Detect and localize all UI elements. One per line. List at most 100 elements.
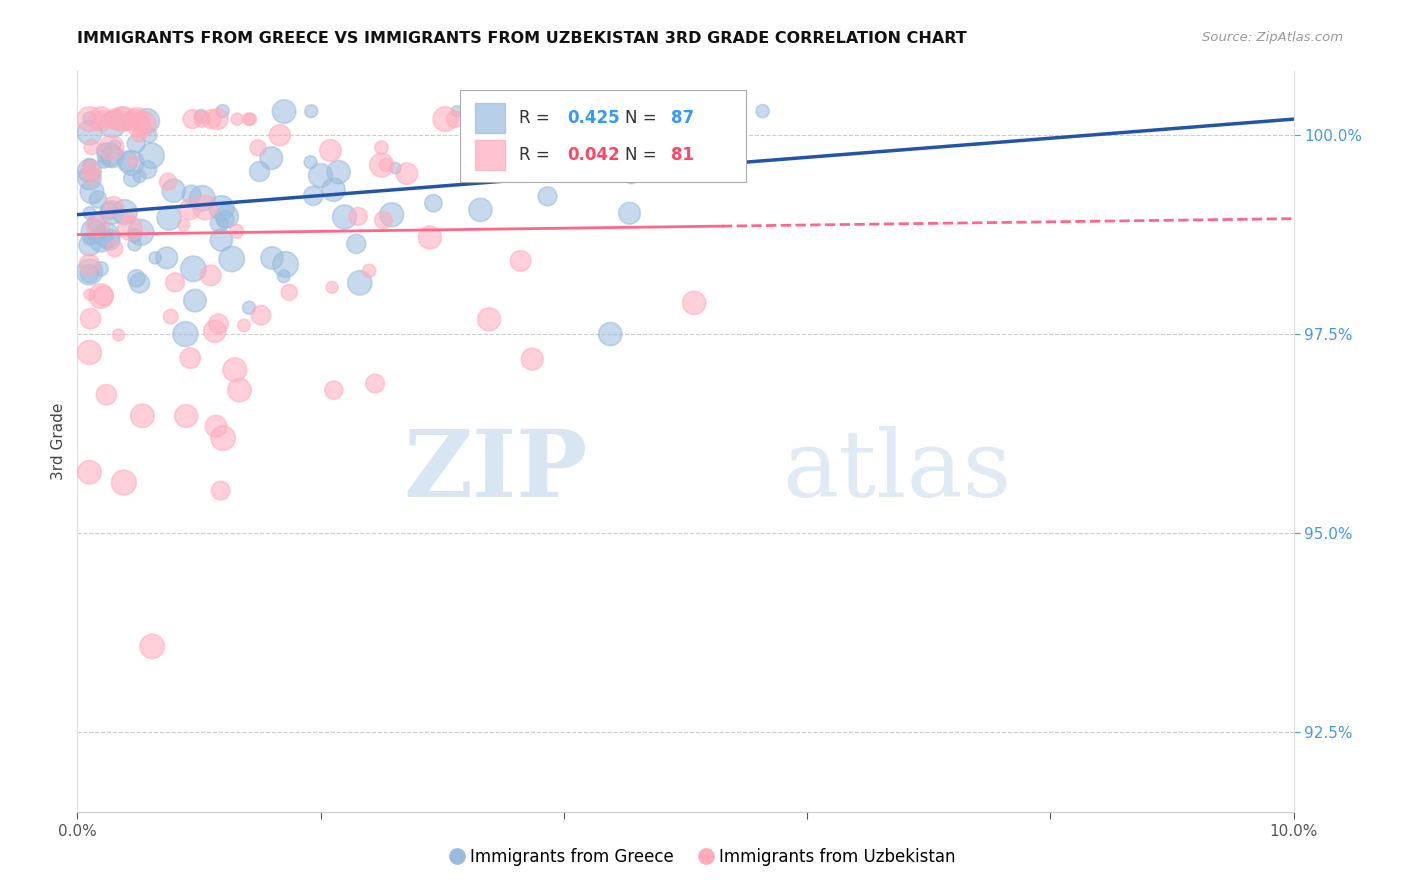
Point — [370, 158, 392, 172]
Point — [207, 317, 229, 331]
Text: R =: R = — [519, 146, 555, 164]
Point — [207, 112, 229, 127]
Point — [214, 212, 236, 227]
Point — [125, 112, 148, 127]
Point — [90, 289, 112, 303]
Point — [200, 268, 222, 283]
Point — [226, 112, 249, 127]
Point — [107, 328, 129, 343]
Point — [104, 138, 127, 153]
Point — [212, 431, 235, 445]
Point — [103, 112, 125, 127]
Text: 81: 81 — [671, 146, 693, 164]
Point — [96, 388, 118, 402]
Point — [619, 206, 641, 220]
Point — [478, 312, 501, 326]
Point — [141, 149, 163, 163]
Point — [522, 352, 544, 367]
Point — [86, 216, 108, 230]
Point — [239, 112, 262, 127]
Point — [333, 210, 356, 224]
Point — [180, 187, 202, 202]
Point — [79, 161, 101, 176]
Point — [79, 265, 101, 279]
Point — [233, 318, 256, 333]
Point — [509, 142, 531, 156]
Point — [79, 311, 101, 326]
Bar — [475, 140, 505, 169]
Point — [211, 104, 233, 119]
Point — [101, 149, 124, 163]
Point — [162, 184, 184, 198]
Point — [96, 228, 118, 243]
Point — [191, 112, 214, 127]
Point — [136, 162, 159, 177]
Point — [221, 252, 243, 266]
Point — [174, 409, 197, 423]
Point — [181, 112, 204, 127]
Point — [536, 189, 558, 203]
Point — [211, 201, 233, 215]
Point — [273, 269, 295, 284]
Point — [93, 289, 115, 303]
Point — [225, 224, 247, 238]
Point — [384, 161, 406, 175]
Point — [321, 280, 343, 294]
Text: 0.042: 0.042 — [568, 146, 620, 164]
Point — [344, 236, 367, 251]
Point — [370, 140, 392, 154]
Point — [157, 211, 180, 225]
Point — [79, 258, 101, 272]
Point — [128, 128, 150, 142]
Text: N =: N = — [624, 109, 661, 127]
Text: N =: N = — [624, 146, 661, 164]
Point — [79, 267, 101, 281]
Text: R =: R = — [519, 109, 555, 127]
Point — [79, 158, 101, 172]
Point — [205, 419, 228, 434]
Point — [110, 112, 132, 127]
Point — [79, 232, 101, 246]
Point — [79, 206, 101, 220]
FancyBboxPatch shape — [460, 90, 747, 183]
Point — [395, 167, 418, 181]
Point — [125, 271, 148, 285]
Point — [118, 114, 141, 128]
Text: Source: ZipAtlas.com: Source: ZipAtlas.com — [1202, 31, 1343, 45]
Point — [183, 261, 205, 276]
Point — [131, 409, 153, 423]
Point — [159, 310, 181, 324]
Point — [129, 226, 152, 240]
Point — [134, 116, 156, 130]
Point — [114, 205, 136, 219]
Point — [124, 228, 146, 243]
Point — [79, 112, 101, 126]
Point — [446, 104, 468, 119]
Point — [273, 104, 295, 119]
Point — [250, 308, 273, 322]
Point — [138, 128, 160, 143]
Point — [79, 164, 101, 178]
Point — [112, 112, 135, 127]
Point — [322, 383, 344, 397]
Point — [184, 293, 207, 308]
Point — [98, 233, 121, 247]
Point — [260, 151, 283, 165]
Point — [87, 192, 110, 206]
Point — [224, 363, 246, 377]
Point — [93, 154, 115, 169]
Point — [209, 483, 232, 498]
Text: ZIP: ZIP — [404, 426, 588, 516]
Point — [90, 261, 112, 276]
Point — [98, 147, 121, 161]
Point — [200, 112, 222, 127]
Point — [215, 210, 238, 224]
Point — [274, 257, 297, 271]
Point — [103, 200, 125, 214]
Point — [422, 196, 444, 211]
Point — [118, 221, 141, 235]
Point — [124, 112, 146, 127]
Point — [238, 112, 260, 127]
Point — [91, 112, 114, 127]
Point — [79, 171, 101, 186]
